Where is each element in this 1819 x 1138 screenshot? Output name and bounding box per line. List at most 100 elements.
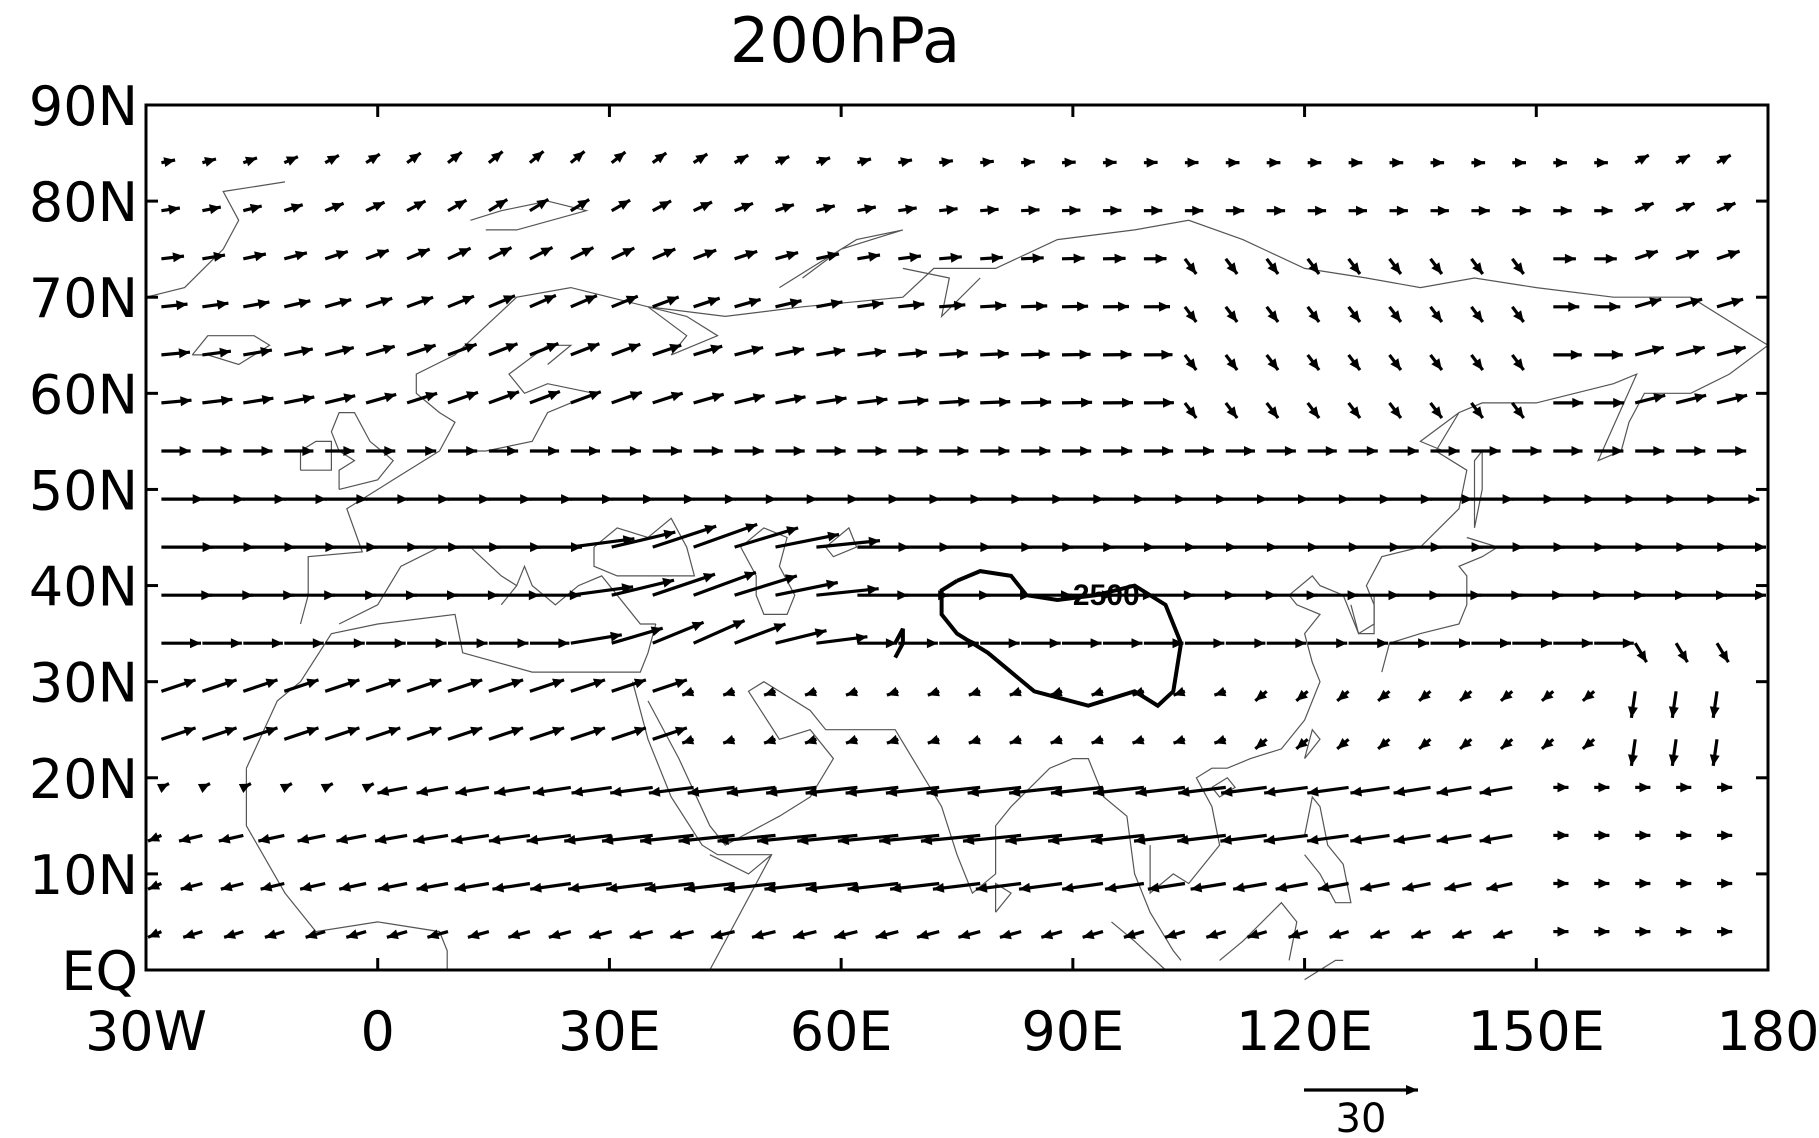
wind-arrow xyxy=(693,494,736,505)
wind-arrow-head xyxy=(1611,349,1623,360)
wind-arrow-head xyxy=(726,786,739,797)
wind-arrow xyxy=(448,494,491,505)
wind-arrow-head xyxy=(711,392,724,403)
wind-arrow-head xyxy=(1264,786,1276,797)
wind-arrow xyxy=(243,638,283,649)
wind-arrow-head xyxy=(376,249,389,259)
wind-arrow-head xyxy=(1402,882,1415,892)
wind-arrow xyxy=(416,881,449,893)
wind-arrow-head xyxy=(1493,929,1506,939)
wind-arrow xyxy=(160,726,197,741)
wind-arrow-head xyxy=(577,199,590,210)
wind-arrow-head xyxy=(1041,929,1054,940)
wind-arrow-head xyxy=(834,394,847,405)
wind-arrow-head xyxy=(1298,494,1309,505)
wind-arrow-head xyxy=(178,348,190,359)
wind-arrow xyxy=(201,726,238,741)
wind-arrow-head xyxy=(1267,406,1279,419)
wind-arrow-head xyxy=(678,835,690,845)
wind-arrow-head xyxy=(347,726,360,737)
wind-arrow xyxy=(488,246,513,261)
wind-arrow-head xyxy=(929,494,941,505)
wind-arrow xyxy=(1594,782,1610,793)
wind-arrow xyxy=(1329,929,1350,939)
wind-arrow-head xyxy=(855,633,868,644)
lon-tick-label: 150E xyxy=(1468,1000,1605,1063)
wind-arrow xyxy=(1633,642,1648,664)
wind-arrow xyxy=(1511,401,1525,420)
wind-arrow xyxy=(365,726,401,741)
wind-arrow-head xyxy=(224,929,236,939)
wind-arrow xyxy=(681,686,695,697)
wind-arrow-head xyxy=(507,446,519,456)
wind-arrow xyxy=(1266,205,1286,216)
wind-arrow xyxy=(939,494,982,505)
wind-arrow xyxy=(1306,401,1321,420)
wind-arrow xyxy=(1668,691,1679,719)
wind-arrow-head xyxy=(163,157,176,167)
wind-arrow xyxy=(570,726,606,741)
wind-arrow-head xyxy=(1165,929,1178,939)
wind-arrow-head xyxy=(492,882,505,893)
wind-arrow xyxy=(407,638,447,649)
wind-arrow-head xyxy=(172,252,184,263)
wind-arrow xyxy=(1553,638,1593,649)
wind-arrow-head xyxy=(1185,310,1197,322)
wind-arrow-head xyxy=(1639,782,1651,793)
wind-arrow xyxy=(374,833,408,845)
wind-arrow xyxy=(1263,785,1308,797)
wind-arrow-head xyxy=(1478,205,1490,216)
wind-arrow-head xyxy=(294,250,307,261)
wind-arrow xyxy=(1429,353,1444,372)
wind-arrow xyxy=(1225,157,1240,168)
wind-arrow-head xyxy=(666,296,679,306)
wind-arrow-head xyxy=(1639,878,1651,889)
wind-arrow-head xyxy=(695,154,708,165)
reference-vector xyxy=(1304,1085,1418,1095)
wind-arrow xyxy=(816,394,847,405)
wind-arrow-head xyxy=(264,929,277,939)
wind-arrow xyxy=(1102,301,1130,312)
wind-arrow-head xyxy=(341,345,354,356)
wind-arrow xyxy=(775,579,839,597)
wind-arrow xyxy=(1347,305,1362,323)
wind-arrow xyxy=(692,619,746,645)
wind-arrow xyxy=(1143,157,1158,168)
wind-arrow-head xyxy=(511,726,524,737)
wind-arrow-head xyxy=(1668,754,1679,766)
wind-arrow xyxy=(1347,401,1362,420)
wind-arrow-head xyxy=(336,834,349,844)
wind-arrow xyxy=(157,782,170,793)
wind-arrow xyxy=(733,153,749,165)
wind-arrow-head xyxy=(220,395,233,406)
wind-arrow xyxy=(804,734,817,745)
wind-arrow xyxy=(1102,205,1122,216)
contour-label: 2500 xyxy=(1073,579,1140,612)
wind-arrow xyxy=(610,198,631,213)
wind-arrow xyxy=(845,785,899,797)
wind-arrow xyxy=(1177,833,1226,845)
wind-arrow xyxy=(202,299,229,310)
wind-arrow xyxy=(1634,153,1650,165)
wind-arrow-head xyxy=(1032,253,1044,264)
wind-arrow-head xyxy=(1568,301,1580,312)
wind-arrow-head xyxy=(764,883,776,893)
wind-arrow xyxy=(898,252,922,263)
wind-arrow-head xyxy=(312,638,324,649)
wind-arrow xyxy=(816,446,846,456)
wind-arrow-head xyxy=(372,202,385,212)
wind-arrow-head xyxy=(1541,738,1554,749)
wind-arrow-head xyxy=(648,786,661,797)
wind-arrow-head xyxy=(546,342,559,353)
wind-arrow xyxy=(723,881,776,893)
coastline xyxy=(299,219,1769,625)
wind-arrow xyxy=(450,833,490,845)
wind-arrow-head xyxy=(1431,406,1442,419)
wind-arrow xyxy=(283,678,320,693)
wind-arrow-head xyxy=(1091,686,1104,697)
wind-arrow-head xyxy=(1420,494,1432,505)
wind-arrow-head xyxy=(1613,397,1625,408)
wind-arrow xyxy=(1479,785,1513,797)
wind-arrow xyxy=(1470,353,1485,372)
wind-arrow-head xyxy=(1541,689,1554,701)
